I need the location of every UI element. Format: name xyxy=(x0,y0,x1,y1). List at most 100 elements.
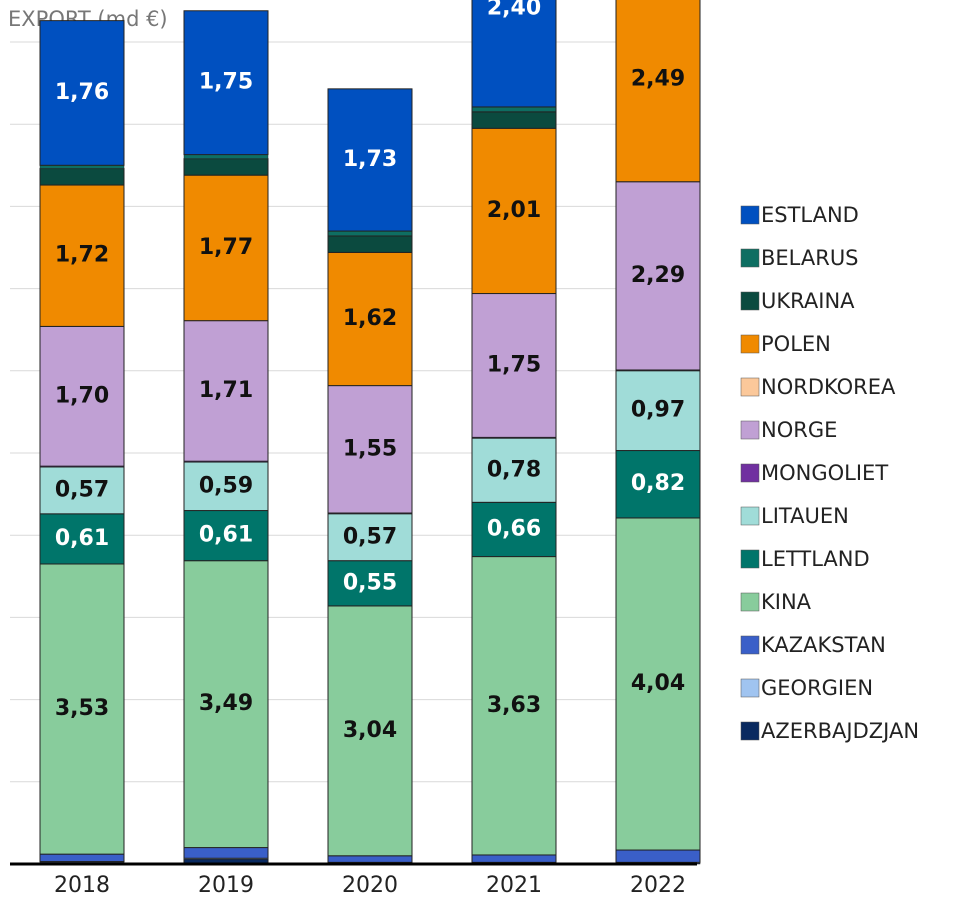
legend-label: MONGOLIET xyxy=(761,461,888,485)
value-label: 3,53 xyxy=(55,696,109,721)
value-label: 1,55 xyxy=(343,436,397,461)
value-label: 1,72 xyxy=(55,243,109,268)
x-tick-label: 2022 xyxy=(630,873,686,898)
bar-segment xyxy=(39,513,125,565)
value-label: 0,61 xyxy=(199,523,253,548)
bar-segment xyxy=(327,855,413,863)
legend-label: LETTLAND xyxy=(761,547,870,571)
legend-label: GEORGIEN xyxy=(761,676,873,700)
value-label: 1,75 xyxy=(199,70,253,95)
legend-swatch xyxy=(740,420,760,440)
bar-segment xyxy=(615,450,701,519)
legend-swatch xyxy=(740,506,760,526)
bar-segment xyxy=(327,88,413,232)
bar-segment xyxy=(39,853,125,863)
bar-segment xyxy=(39,168,125,186)
value-label: 0,57 xyxy=(55,477,109,502)
bar-segment xyxy=(39,184,125,327)
legend-swatch xyxy=(740,549,760,569)
legend-swatch xyxy=(740,635,760,655)
value-label: 1,71 xyxy=(199,378,253,403)
legend-label: NORDKOREA xyxy=(761,375,896,399)
legend-label: UKRAINA xyxy=(761,289,855,313)
legend-label: POLEN xyxy=(761,332,831,356)
bar-segment xyxy=(39,20,125,166)
bar-segment xyxy=(183,10,269,156)
legend-swatch xyxy=(740,721,760,741)
bar-segment xyxy=(471,854,557,863)
legend-swatch xyxy=(740,334,760,354)
value-label: 0,66 xyxy=(487,516,541,541)
bar-segment xyxy=(39,563,125,855)
value-label: 2,29 xyxy=(631,263,685,288)
value-label: 2,40 xyxy=(487,0,541,20)
bar-segment xyxy=(327,230,413,237)
value-label: 1,62 xyxy=(343,306,397,331)
legend-swatch xyxy=(740,678,760,698)
bar-segment xyxy=(615,849,701,863)
bar-segment xyxy=(183,560,269,849)
bar-segment xyxy=(471,111,557,129)
value-label: 3,49 xyxy=(199,691,253,716)
legend-label: KAZAKSTAN xyxy=(761,633,886,657)
value-label: 3,63 xyxy=(487,693,541,718)
bar-segment xyxy=(327,251,413,387)
legend-label: LITAUEN xyxy=(761,504,849,528)
legend-label: NORGE xyxy=(761,418,837,442)
x-tick-label: 2019 xyxy=(198,873,254,898)
bar-segment xyxy=(183,158,269,176)
value-label: 0,59 xyxy=(199,473,253,498)
legend-label: BELARUS xyxy=(761,246,859,270)
bar-segment xyxy=(183,510,269,562)
legend-swatch xyxy=(740,291,760,311)
bar-segment xyxy=(183,847,269,859)
bar-segment xyxy=(471,127,557,295)
bar-segment xyxy=(183,320,269,462)
legend-label: ESTLAND xyxy=(761,203,859,227)
bar-segment xyxy=(183,174,269,322)
bar-segment xyxy=(471,106,557,113)
bar-segment xyxy=(39,466,125,515)
value-label: 1,76 xyxy=(55,80,109,105)
value-label: 0,55 xyxy=(343,570,397,595)
value-label: 4,04 xyxy=(631,671,685,696)
bar-segment xyxy=(327,235,413,253)
legend-swatch xyxy=(740,463,760,483)
bar-segment xyxy=(327,560,413,607)
bar-segment xyxy=(327,385,413,514)
bar-segment xyxy=(615,0,701,183)
bar-segment xyxy=(615,517,701,851)
x-tick-label: 2018 xyxy=(54,873,110,898)
value-label: 1,75 xyxy=(487,352,541,377)
bar-segment xyxy=(183,154,269,159)
legend-label: AZERBAJDZJAN xyxy=(761,719,919,743)
value-label: 1,77 xyxy=(199,235,253,260)
bar-segment xyxy=(327,605,413,857)
legend-swatch xyxy=(740,248,760,268)
bar-segment xyxy=(39,325,125,467)
x-tick-label: 2021 xyxy=(486,873,542,898)
x-tick-label: 2020 xyxy=(342,873,398,898)
legend-label: KINA xyxy=(761,590,812,614)
legend-swatch xyxy=(740,592,760,612)
legend-swatch xyxy=(740,205,760,225)
bar-segment xyxy=(183,461,269,512)
bar-segment xyxy=(471,501,557,558)
bar-segment xyxy=(471,556,557,856)
value-label: 2,01 xyxy=(487,198,541,223)
value-label: 1,70 xyxy=(55,383,109,408)
bar-segment xyxy=(615,370,701,452)
value-label: 0,61 xyxy=(55,526,109,551)
value-label: 0,97 xyxy=(631,398,685,423)
bar-segment xyxy=(615,181,701,371)
value-label: 1,73 xyxy=(343,147,397,172)
value-label: 0,57 xyxy=(343,524,397,549)
legend-swatch xyxy=(740,377,760,397)
bar-segment xyxy=(471,293,557,438)
value-label: 0,82 xyxy=(631,471,685,496)
bar-segment xyxy=(471,437,557,503)
value-label: 0,78 xyxy=(487,457,541,482)
bar-segment xyxy=(471,0,557,108)
value-label: 3,04 xyxy=(343,718,397,743)
